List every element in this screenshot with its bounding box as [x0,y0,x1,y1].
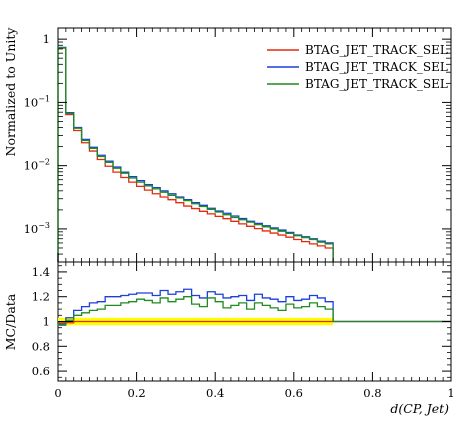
ratio-panel: 0.6 0.8 1 1.2 1.4 0 0.2 0.4 0.6 0.8 1 MC/Data d(CP… [3,261,455,416]
main-ticks: 1 10−1 10−2 10−3 [24,28,452,263]
main-y-tick-label: 10−3 [24,221,50,236]
legend-label-1: BTAG_JET_TRACK_SEL [305,43,448,57]
ratio-y-axis-label: MC/Data [3,293,18,350]
main-series-line-3 [57,47,334,262]
ratio-y-tick-label: 1 [43,315,50,329]
legend-label-3: BTAG_JET_TRACK_SEL [305,77,448,91]
ratio-series-line-1 [57,320,451,324]
x-tick-label: 0.8 [363,386,381,400]
x-tick-label: 0.2 [127,386,145,400]
legend-label-2: BTAG_JET_TRACK_SEL [305,60,448,74]
main-series-line-1 [57,47,334,262]
main-y-tick-label: 10−1 [24,94,50,109]
ratio-series-line-3 [57,296,451,326]
main-y-tick-label: 10−2 [24,158,50,173]
main-series-line-2 [57,46,334,262]
ratio-ticks: 0.6 0.8 1 1.2 1.4 0 0.2 0.4 0.6 0.8 1 [32,262,455,400]
main-series-group [57,46,334,262]
x-tick-label: 0.6 [285,386,303,400]
main-y-axis-label: Normalized to Unity [3,27,18,157]
x-tick-label: 0.4 [206,386,224,400]
ratio-y-tick-label: 0.6 [32,364,50,378]
ratio-series-group [57,288,451,326]
x-axis-label: d(CP, Jet) [390,401,449,416]
main-panel: 1 10−1 10−2 10−3 Normalized to Unity BTAG_J… [3,27,452,263]
ratio-y-tick-label: 1.2 [32,290,50,304]
legend: BTAG_JET_TRACK_SEL BTAG_JET_TRACK_SEL BTAG… [267,43,448,91]
ratio-y-tick-label: 0.8 [32,339,50,353]
ratio-y-tick-label: 1.4 [32,265,50,279]
main-y-tick-label: 1 [43,32,50,46]
x-tick-label: 0 [54,386,61,400]
x-tick-label: 1 [447,386,454,400]
ratio-series-line-2 [57,288,451,325]
